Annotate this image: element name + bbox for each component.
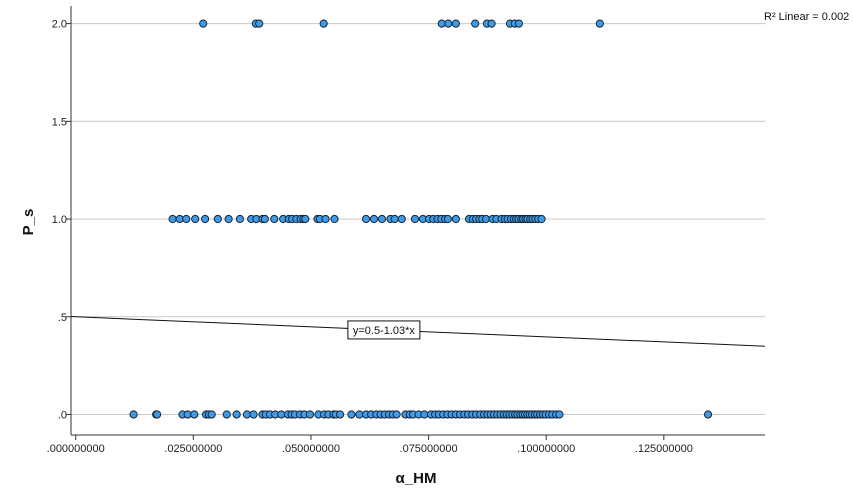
data-point: [487, 19, 496, 28]
data-point: [514, 19, 524, 28]
y-tick-label: 2.0: [52, 19, 67, 31]
x-tick-label: .000000000: [47, 443, 105, 455]
x-axis-ticks: .000000000 .025000000 .050000000 .075000000…: [47, 435, 693, 455]
x-tick-label: .025000000: [164, 443, 222, 455]
data-point: [222, 410, 231, 419]
fit-equation-label: y=0.5-1.03*x: [353, 325, 416, 337]
data-point: [377, 214, 387, 224]
data-point: [444, 19, 453, 28]
data-point: [703, 410, 713, 419]
y-tick-label: .5: [58, 312, 67, 324]
data-point: [392, 410, 401, 419]
data-point: [168, 214, 177, 224]
data-point: [443, 214, 452, 224]
data-point: [321, 214, 330, 224]
data-point: [182, 214, 191, 224]
data-point: [235, 214, 245, 224]
data-point: [232, 410, 241, 419]
data-point: [207, 410, 216, 419]
x-tick-label: .125000000: [635, 443, 693, 455]
data-point: [595, 19, 604, 28]
axes: [70, 6, 765, 436]
data-point: [200, 214, 210, 224]
data-point: [369, 214, 379, 224]
data-point: [451, 214, 460, 224]
data-point: [213, 214, 222, 224]
data-point: [397, 214, 406, 224]
data-point: [224, 214, 233, 224]
x-tick-label: .075000000: [400, 443, 458, 455]
y-tick-label: .0: [58, 409, 67, 421]
data-point: [129, 410, 138, 419]
r-squared-label: R² Linear = 0.002: [764, 11, 849, 23]
data-point: [361, 214, 371, 224]
data-point: [555, 410, 564, 419]
fit-equation-box: y=0.5-1.03*x: [347, 320, 421, 340]
data-point: [301, 214, 310, 224]
data-point: [471, 19, 480, 28]
y-tick-label: 1.5: [52, 116, 67, 128]
data-point: [537, 214, 546, 224]
data-point: [153, 410, 162, 419]
data-points: [129, 19, 713, 419]
data-point: [305, 410, 315, 419]
data-point: [336, 410, 345, 419]
data-point: [270, 214, 279, 224]
data-point: [199, 19, 208, 28]
y-axis-ticks: .0 .5 1.0 1.5 2.0: [52, 19, 71, 421]
y-axis-title: P_s: [20, 209, 37, 236]
fit-equation-frame: [347, 320, 421, 340]
data-point: [390, 214, 399, 224]
data-point: [347, 410, 356, 419]
data-point: [255, 19, 264, 28]
data-point: [410, 214, 420, 224]
data-point: [249, 410, 258, 419]
data-point: [319, 19, 328, 28]
data-point: [451, 19, 460, 28]
data-point: [260, 214, 269, 224]
data-point: [190, 410, 199, 419]
x-tick-label: .100000000: [517, 443, 575, 455]
x-tick-label: .050000000: [282, 443, 340, 455]
x-axis-title: α_HM: [396, 470, 437, 487]
y-tick-label: 1.0: [52, 214, 67, 226]
data-point: [330, 214, 339, 224]
data-point: [191, 214, 200, 224]
